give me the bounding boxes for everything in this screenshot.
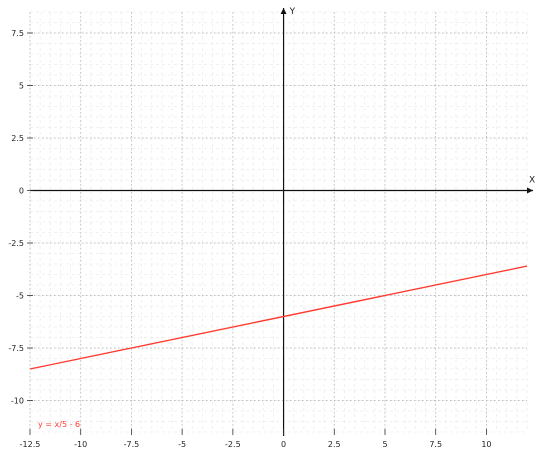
minor-grid <box>29 11 528 433</box>
series-line <box>29 265 528 370</box>
y-tick-label: -2.5 <box>8 239 24 248</box>
tick-labels: -12.5 -10 -7.5 -5 -2.5 0 2.5 5 7.5 10 7.5 5 2.5 0 -2.5… <box>8 29 491 449</box>
axes: X Y <box>30 7 535 436</box>
x-axis-arrow-icon <box>527 187 533 194</box>
x-axis-label: X <box>529 176 535 186</box>
y-tick-label: 7.5 <box>11 29 24 38</box>
y-axis-arrow-icon <box>280 8 287 14</box>
y-tick-label: 5 <box>19 82 24 91</box>
tick-marks <box>27 32 487 435</box>
y-axis-label: Y <box>289 7 296 17</box>
x-tick-label: -5 <box>178 440 186 449</box>
y-tick-label: -5 <box>16 292 24 301</box>
y-tick-label: 2.5 <box>11 134 24 143</box>
x-tick-label: -2.5 <box>225 440 241 449</box>
y-tick-label: -10 <box>11 397 24 406</box>
x-tick-label: -10 <box>74 440 87 449</box>
major-grid <box>29 12 527 432</box>
x-tick-label: 5 <box>382 440 387 449</box>
series-group <box>29 265 528 370</box>
x-tick-label: -12.5 <box>20 440 41 449</box>
x-tick-label: 7.5 <box>429 440 442 449</box>
series-label: y = x/5 - 6 <box>38 420 80 429</box>
x-tick-label: 2.5 <box>328 440 341 449</box>
y-tick-label: -7.5 <box>8 344 24 353</box>
x-tick-label: 10 <box>481 440 491 449</box>
x-tick-label: -7.5 <box>124 440 140 449</box>
x-tick-label: 0 <box>281 440 286 449</box>
y-tick-label: 0 <box>19 187 24 196</box>
